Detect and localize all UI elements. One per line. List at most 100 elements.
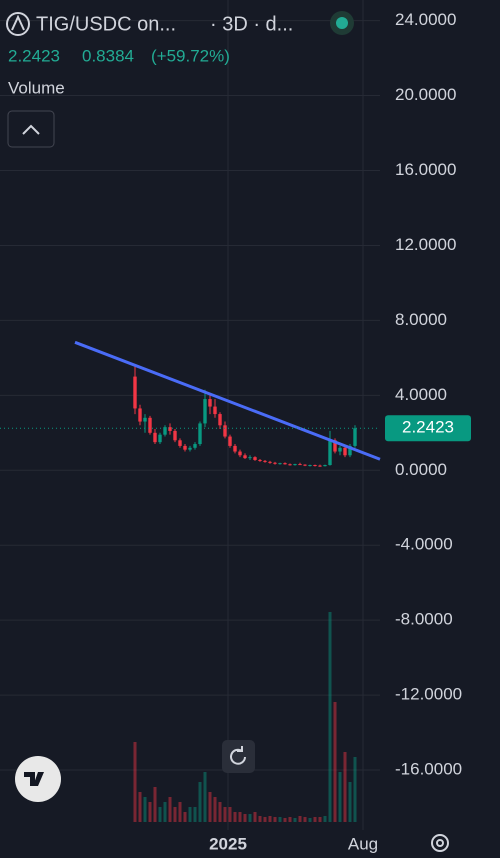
volume-bar xyxy=(338,772,342,822)
candle-body xyxy=(333,440,337,452)
y-tick-label: -4.0000 xyxy=(395,535,453,554)
candle-body xyxy=(198,423,202,445)
volume-bar xyxy=(153,787,157,822)
volume-bar xyxy=(243,814,247,822)
candle-body xyxy=(318,465,322,467)
candle-body xyxy=(183,445,187,450)
collapse-icon xyxy=(22,124,40,135)
candle-body xyxy=(153,432,157,443)
volume-bar xyxy=(228,807,232,822)
y-tick-label: 20.0000 xyxy=(395,85,456,104)
chart-subtitle: · 3D · d... xyxy=(210,13,293,35)
candle-body xyxy=(293,464,297,466)
status-dot xyxy=(336,17,348,29)
candle-body xyxy=(258,459,262,461)
candle-body xyxy=(343,447,347,456)
volume-bar xyxy=(298,816,302,822)
candle-body xyxy=(348,445,352,456)
volume-bar xyxy=(213,797,217,822)
candle-body xyxy=(278,463,282,465)
reset-button[interactable] xyxy=(222,740,255,773)
volume-bar xyxy=(303,817,307,822)
volume-bar xyxy=(248,814,252,822)
change: 0.8384 xyxy=(82,46,134,65)
volume-bar xyxy=(258,816,262,822)
candle-body xyxy=(353,428,357,446)
collapse-button[interactable] xyxy=(7,110,55,148)
candle-body xyxy=(143,417,147,422)
volume-bar xyxy=(278,817,282,822)
volume-bar xyxy=(233,812,237,822)
candle-body xyxy=(288,464,292,466)
volume-bar xyxy=(198,782,202,822)
y-tick-label: -8.0000 xyxy=(395,610,453,629)
volume-bar xyxy=(218,802,222,822)
candle-body xyxy=(238,451,242,456)
volume-label: Volume xyxy=(8,78,65,97)
candle-body xyxy=(158,434,162,443)
volume-bar xyxy=(313,817,317,822)
volume-bar xyxy=(133,742,137,822)
volume-bar xyxy=(353,757,357,822)
exchange-icon xyxy=(6,12,30,36)
exchange-icon-glyph xyxy=(11,14,25,31)
candle-body xyxy=(338,447,342,452)
candle-body xyxy=(168,427,172,431)
candle-body xyxy=(273,462,277,464)
volume-bar xyxy=(328,612,332,822)
volume-bar xyxy=(308,818,312,822)
volume-bar xyxy=(288,817,292,822)
candle-body xyxy=(328,440,332,466)
volume-bar xyxy=(333,702,337,822)
y-tick-label: 16.0000 xyxy=(395,160,456,179)
volume-bar xyxy=(348,782,352,822)
volume-bar xyxy=(203,772,207,822)
last-price: 2.2423 xyxy=(8,46,60,65)
plot-area: 24.0000 20.0000 16.0000 12.0000 8.0000 4.0000… xyxy=(0,0,471,853)
y-tick-label: 24.0000 xyxy=(395,10,456,29)
candle-body xyxy=(243,455,247,459)
candle-body xyxy=(223,425,227,437)
candle-body xyxy=(268,461,272,463)
candle-body xyxy=(253,457,257,460)
volume-bar xyxy=(183,812,187,822)
settings-icon[interactable] xyxy=(431,834,449,852)
candle-body xyxy=(283,463,287,465)
candle-body xyxy=(193,444,197,448)
y-tick-label: -16.0000 xyxy=(395,760,462,779)
volume-bar xyxy=(163,802,167,822)
volume-bar xyxy=(323,816,327,822)
candle-body xyxy=(213,406,217,415)
volume-bar xyxy=(253,812,257,822)
candle-body xyxy=(188,447,192,450)
candle-body xyxy=(228,436,232,446)
volume-bar xyxy=(283,818,287,822)
volume-bar xyxy=(223,807,227,822)
candle-body xyxy=(133,376,137,409)
y-tick-label: 4.0000 xyxy=(395,385,447,404)
volume-bar xyxy=(268,816,272,822)
candle-body xyxy=(263,460,267,462)
x-tick-label: 2025 xyxy=(209,834,247,853)
volume-bar xyxy=(263,817,267,822)
candle-body xyxy=(148,417,152,433)
volume-bar xyxy=(173,807,177,822)
reset-icon xyxy=(230,746,246,765)
candle-body xyxy=(323,465,327,467)
candle-body xyxy=(203,399,207,424)
candle-body xyxy=(138,408,142,422)
volume-bar xyxy=(138,792,142,822)
volume-bar xyxy=(188,807,192,822)
settings-icon-center xyxy=(436,839,444,847)
y-tick-label: 12.0000 xyxy=(395,235,456,254)
candle-body xyxy=(313,465,317,467)
volume-bar xyxy=(343,752,347,822)
volume-bar xyxy=(143,797,147,822)
volume-bar xyxy=(193,807,197,822)
y-tick-label: 8.0000 xyxy=(395,310,447,329)
tv-logo-glyph xyxy=(24,772,44,786)
candle-body xyxy=(173,430,177,441)
candle-body xyxy=(248,457,252,459)
